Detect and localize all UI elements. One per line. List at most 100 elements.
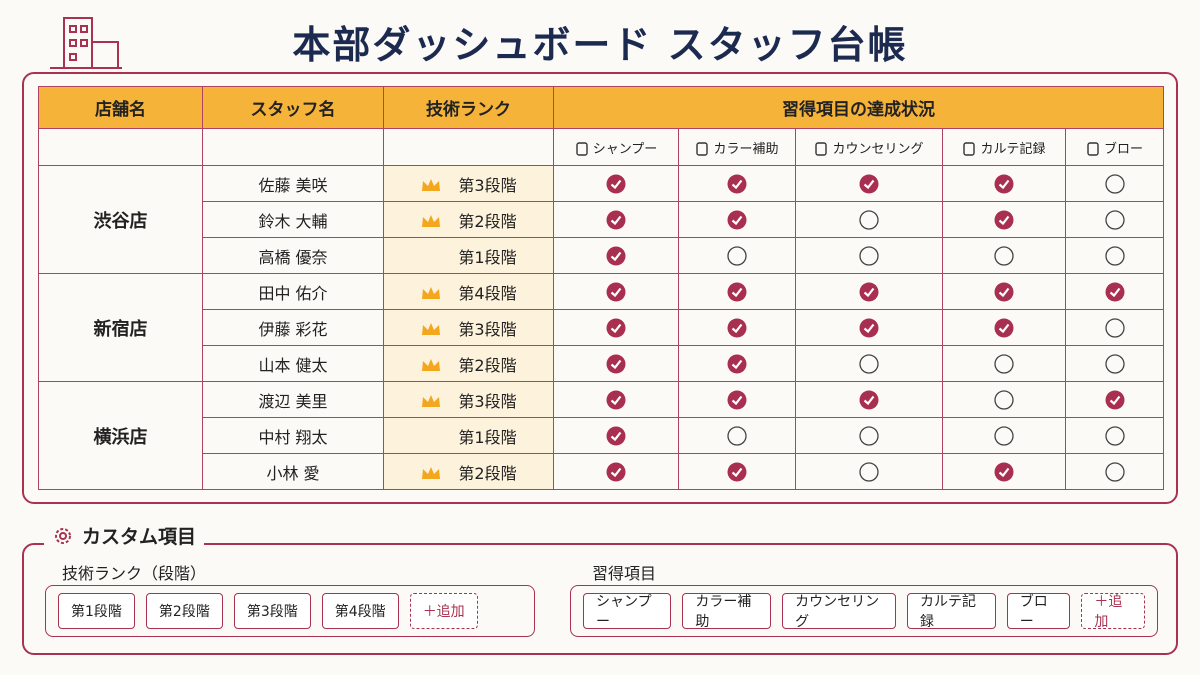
skill-cell: [795, 237, 943, 274]
crown: [422, 322, 441, 335]
skill-cell: [553, 417, 679, 454]
staff-row: 横浜店 渡辺 美里 第3段階: [38, 381, 1165, 490]
skill-name: カウンセリング: [832, 141, 924, 157]
staff-name: 佐藤 美咲: [202, 165, 384, 202]
check-achieved: [1105, 390, 1124, 409]
skill-name: ブロー: [1104, 141, 1144, 157]
check-achieved: [994, 282, 1014, 301]
skill-cell: [1064, 381, 1165, 418]
skill-header: シャンプー: [553, 128, 679, 166]
check-empty: [994, 389, 1014, 410]
check-achieved: [727, 318, 747, 337]
header-cell: 習得項目の達成状況: [552, 86, 1165, 129]
chip[interactable]: 第4段階: [321, 593, 399, 629]
rank-cell: 第2段階: [383, 453, 554, 490]
check-empty: [727, 425, 747, 446]
rank-text: 第3段階: [458, 175, 517, 195]
rank-text: 第2段階: [458, 463, 517, 483]
group-label: 技術ランク（段階）: [62, 564, 207, 583]
check-achieved: [994, 318, 1014, 337]
custom-title: カスタム項目: [44, 522, 205, 549]
staff-row: 山本 健太 第2段階: [39, 345, 1165, 382]
skill-header: カルテ記録: [942, 128, 1066, 166]
rank-text: 第4段階: [458, 283, 517, 303]
skill-cell: [942, 165, 1066, 202]
staff-name: 小林 愛: [202, 453, 384, 490]
skill-cell: [795, 309, 943, 346]
chip[interactable]: 第3段階: [233, 593, 311, 629]
skill-cell: [553, 201, 679, 238]
staff-row: 中村 翔太 第1段階: [39, 417, 1165, 454]
skill-cell: [1064, 165, 1165, 202]
check-empty: [994, 245, 1014, 266]
skill-name: カルテ記録: [980, 141, 1046, 157]
empty-cell: [383, 128, 554, 166]
skill-name: シャンプー: [592, 141, 658, 157]
skill-cell: [795, 273, 943, 310]
chip[interactable]: シャンプー: [583, 593, 672, 630]
rank-cell: 第1段階: [383, 237, 554, 274]
chip[interactable]: ブロー: [1006, 593, 1071, 630]
check-achieved: [727, 282, 747, 301]
skill-header: カウンセリング: [795, 128, 943, 166]
rank-cell: 第2段階: [383, 345, 554, 382]
skill-cell: [1064, 309, 1165, 346]
check-achieved: [727, 174, 747, 193]
check-achieved: [606, 282, 626, 301]
check-empty: [994, 353, 1014, 374]
check-achieved: [606, 318, 626, 337]
crown: [422, 286, 441, 299]
check-empty: [1104, 245, 1125, 266]
skill-cell: [678, 453, 796, 490]
skill-cell: [942, 417, 1066, 454]
add-chip[interactable]: ＋追加: [409, 593, 478, 629]
crown: [422, 466, 441, 479]
staff-row: 小林 愛 第2段階: [39, 453, 1165, 490]
check-achieved: [727, 390, 747, 409]
check-empty: [859, 353, 879, 374]
skill-cell: [678, 381, 796, 418]
skill-cell: [942, 453, 1066, 490]
check-achieved: [727, 210, 747, 229]
skill-cell: [678, 417, 796, 454]
chip[interactable]: カラー補助: [682, 593, 772, 630]
skill-cell: [678, 201, 796, 238]
skill-cell: [795, 201, 943, 238]
skill-cell: [942, 273, 1066, 310]
staff-row: 伊藤 彩花 第3段階: [39, 309, 1165, 346]
check-achieved: [994, 462, 1014, 481]
check-empty: [1104, 173, 1125, 194]
staff-row: 新宿店 田中 佑介 第4段階: [38, 273, 1165, 382]
crown: [422, 178, 441, 191]
rank-text: 第3段階: [458, 391, 517, 411]
check-empty: [994, 425, 1014, 446]
chip[interactable]: カウンセリング: [782, 593, 896, 630]
skill-cell: [1064, 453, 1165, 490]
add-chip[interactable]: ＋追加: [1081, 593, 1145, 630]
skill-cell: [678, 345, 796, 382]
skill-cell: [678, 165, 796, 202]
staff-name: 田中 佑介: [202, 273, 384, 310]
header-cell: 店舗名: [38, 86, 203, 129]
empty-cell: [202, 128, 384, 166]
header-cell: スタッフ名: [202, 86, 384, 129]
staff-name: 渡辺 美里: [202, 381, 384, 418]
check-empty: [859, 461, 879, 482]
check-achieved: [859, 282, 879, 301]
skill-cell: [1064, 345, 1165, 382]
custom-frame: [22, 543, 1178, 655]
skill-cell: [795, 165, 943, 202]
chip[interactable]: 第1段階: [58, 593, 135, 629]
header-row: 店舗名 スタッフ名 技術ランク 習得項目の達成状況: [38, 86, 1165, 129]
rank-cell: 第4段階: [383, 273, 554, 310]
chip[interactable]: 第2段階: [145, 593, 223, 629]
skill-cell: [795, 417, 943, 454]
table-frame: [22, 72, 1178, 504]
skill-cell: [678, 237, 796, 274]
store-cell: 渋谷店: [38, 165, 203, 274]
empty-cell: [38, 128, 203, 166]
chip[interactable]: カルテ記録: [906, 593, 996, 630]
building-icon: [50, 17, 122, 69]
check-achieved: [994, 210, 1014, 229]
check-achieved: [606, 354, 626, 373]
